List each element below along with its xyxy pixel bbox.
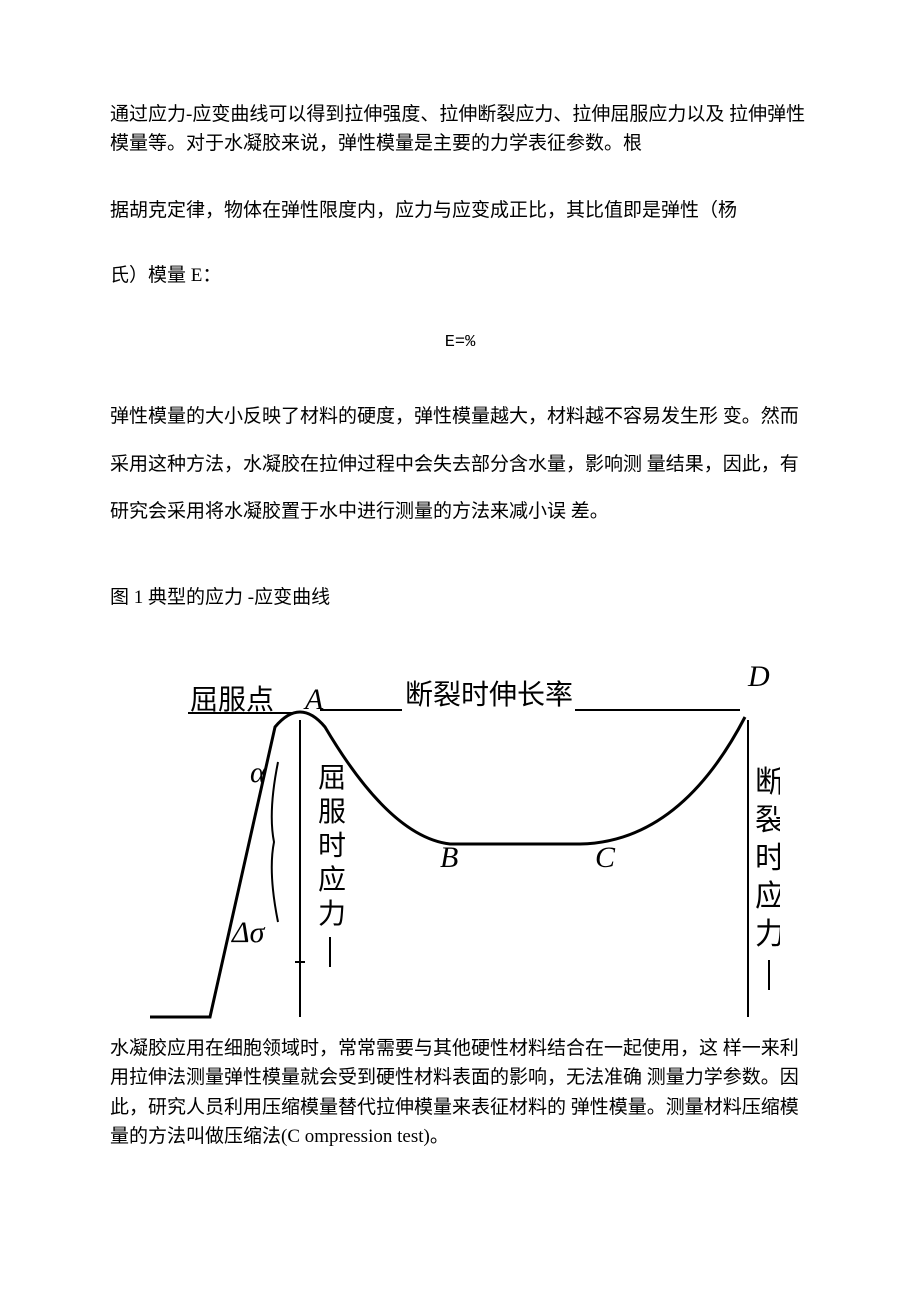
paragraph-1c: 氏）模量 E： (110, 252, 810, 300)
svg-text:α: α (250, 756, 267, 789)
paragraph-3: 水凝胶应用在细胞领域时，常常需要与其他硬性材料结合在一起使用，这 样一来利用拉伸… (110, 1034, 810, 1152)
svg-text:D: D (747, 662, 770, 693)
svg-text:力: 力 (755, 918, 780, 951)
svg-text:时: 时 (755, 842, 780, 875)
figure-caption: 图 1 典型的应力 -应变曲线 (110, 584, 810, 613)
svg-text:屈服点: 屈服点 (190, 685, 274, 716)
svg-text:断: 断 (755, 766, 780, 799)
svg-text:时: 时 (318, 830, 346, 862)
svg-text:裂: 裂 (755, 804, 780, 837)
formula: E=% (110, 330, 810, 356)
paragraph-1b: 据胡克定律，物体在弹性限度内，应力与应变成正比，其比值即是弹性（杨 (110, 187, 810, 235)
svg-text:应: 应 (318, 864, 346, 896)
paragraph-2: 弹性模量的大小反映了材料的硬度，弹性模量越大，材料越不容易发生形 变。然而采用这… (110, 393, 810, 536)
svg-text:屈: 屈 (318, 763, 346, 794)
svg-text:断裂时伸长率: 断裂时伸长率 (405, 679, 573, 711)
svg-text:应: 应 (755, 880, 780, 913)
stress-strain-diagram: 屈服点ADBC断裂时伸长率αΔσ屈服时应力断裂时应力 (140, 662, 780, 1032)
paragraph-1: 通过应力-应变曲线可以得到拉伸强度、拉伸断裂应力、拉伸屈服应力以及 拉伸弹性模量… (110, 100, 810, 159)
svg-text:服: 服 (318, 797, 346, 828)
svg-text:C: C (595, 841, 616, 874)
svg-text:B: B (440, 841, 458, 874)
svg-text:A: A (303, 683, 324, 716)
svg-text:力: 力 (318, 898, 346, 930)
svg-text:Δσ: Δσ (231, 916, 266, 949)
